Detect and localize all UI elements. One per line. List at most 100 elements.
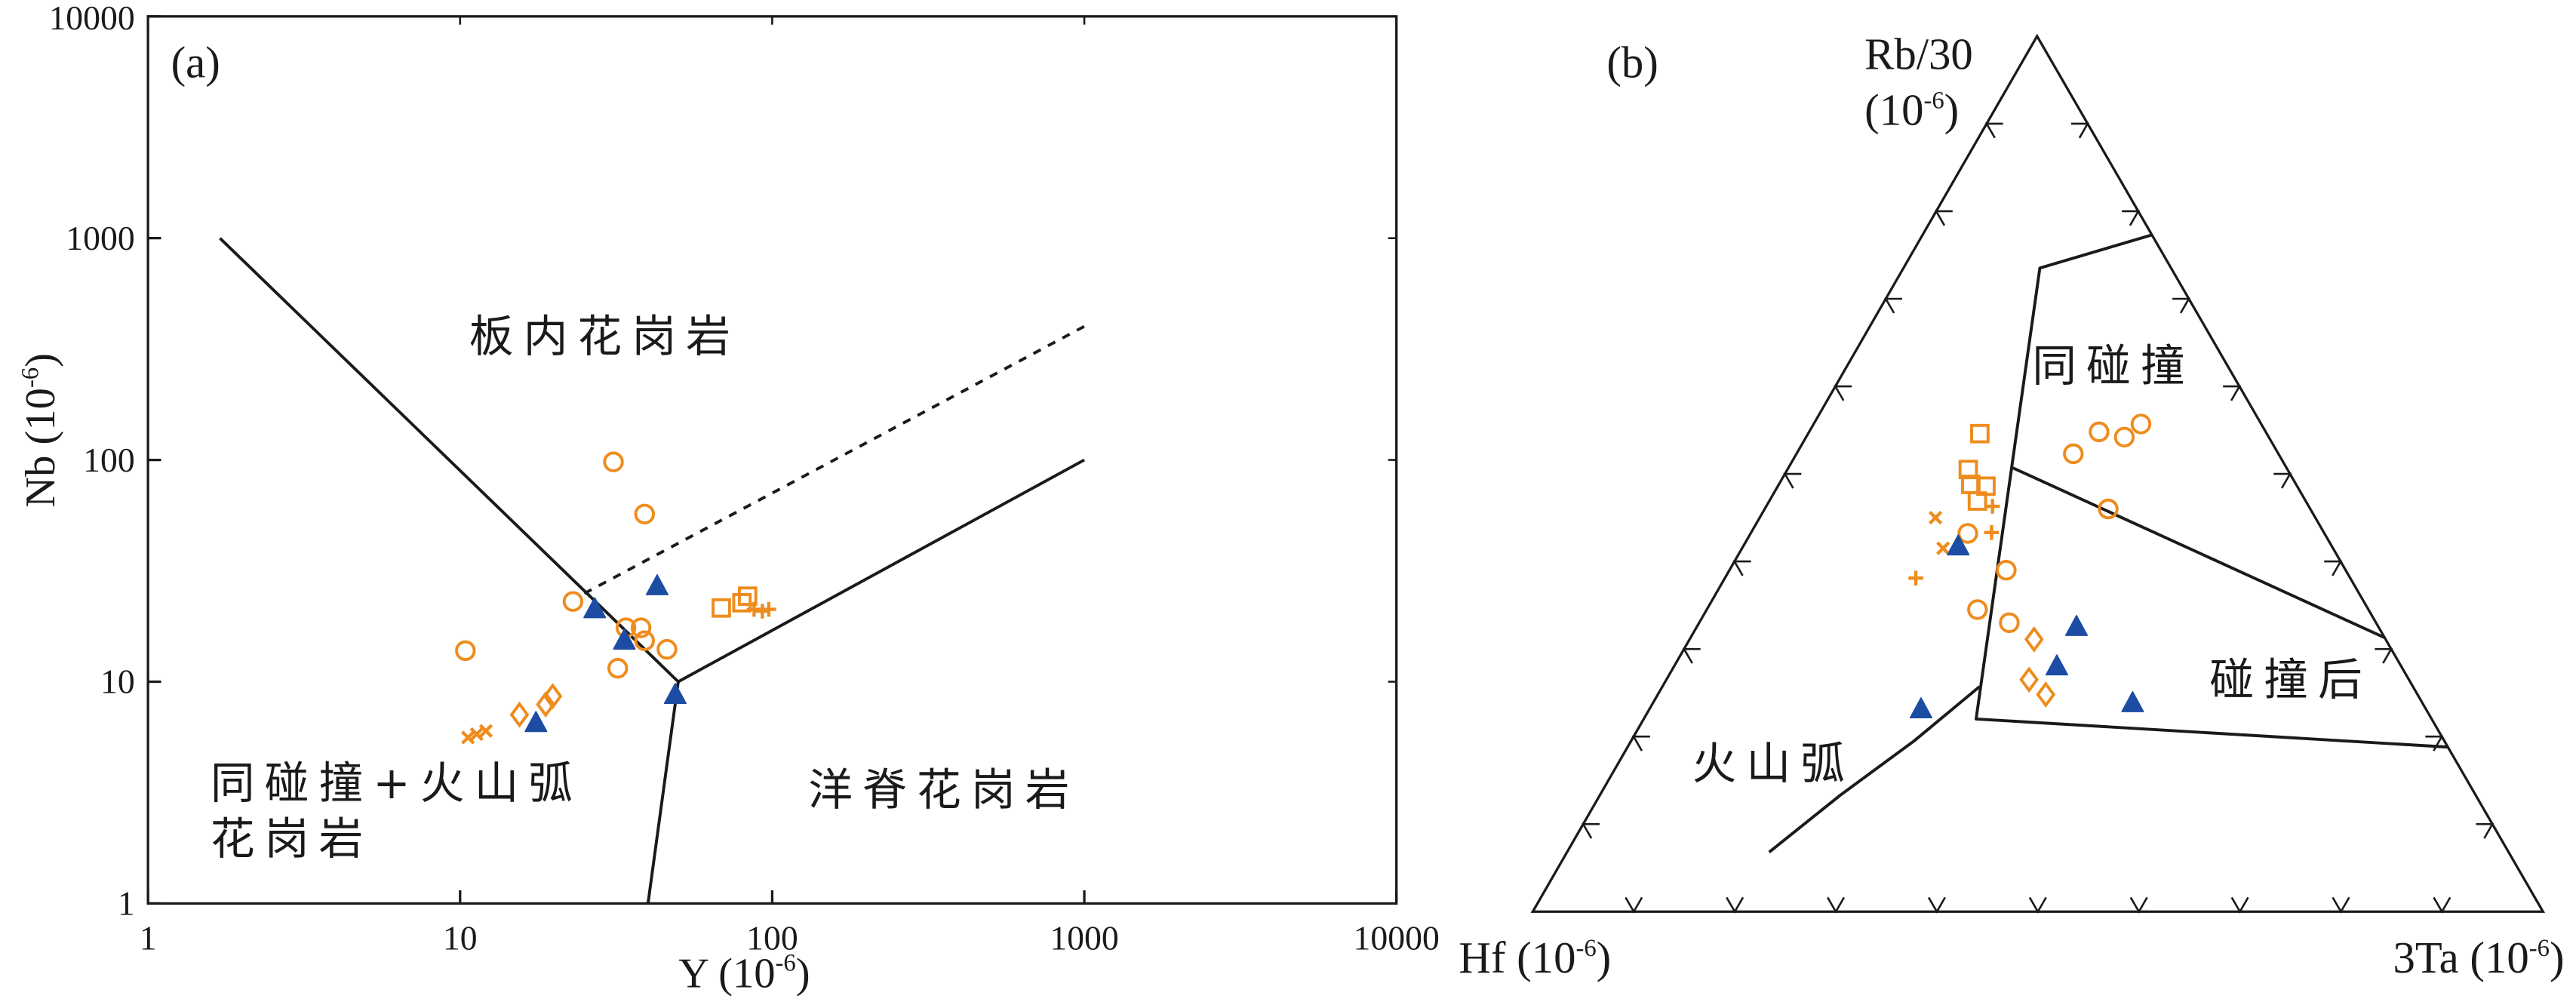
ternary-tick bbox=[1732, 560, 1751, 576]
ternary-field-boundaries bbox=[1768, 233, 2448, 853]
y-tick-label: 10000 bbox=[48, 0, 134, 37]
ternary-tick bbox=[2223, 385, 2242, 401]
data-point-x bbox=[1928, 510, 1943, 525]
ternary-tick bbox=[2273, 472, 2292, 489]
data-point-circle bbox=[634, 503, 655, 525]
apex-top-unit-end: ) bbox=[1944, 85, 1960, 134]
data-point-diamond bbox=[2019, 666, 2040, 693]
apex-right-exponent: -6 bbox=[2529, 935, 2550, 962]
data-point-diamond bbox=[543, 683, 563, 710]
data-point-square bbox=[732, 592, 752, 613]
y-axis-label-exponent: -6 bbox=[17, 367, 44, 388]
panel-b-ternary: (b) Rb/30 (10-6) Hf (10-6) 3Ta (10-6) 同碰… bbox=[1459, 29, 2564, 982]
ternary-triangle-outline bbox=[1530, 33, 2546, 913]
ternary-tick bbox=[1927, 896, 1946, 914]
x-axis-label: Y (10-6) bbox=[678, 950, 810, 997]
data-point-triangle bbox=[2065, 615, 2089, 636]
apex-left-end: ) bbox=[1597, 933, 1612, 982]
apex-label-top: Rb/30 bbox=[1864, 29, 1973, 78]
x-axis-label-end: ) bbox=[796, 950, 810, 997]
ternary-ticks bbox=[1581, 122, 2495, 914]
field-label-within-plate: 板内花岗岩 bbox=[469, 310, 740, 362]
data-point-diamond bbox=[2024, 625, 2044, 653]
data-point-circle bbox=[603, 451, 624, 472]
data-point-triangle bbox=[663, 683, 687, 705]
y-tick-label: 1000 bbox=[66, 219, 134, 257]
data-point-plus bbox=[761, 601, 776, 617]
field-boundary-line-solid bbox=[219, 237, 680, 683]
field-label-syn-collision: 同碰撞 bbox=[2032, 340, 2194, 392]
data-point-circle bbox=[1967, 599, 1988, 620]
data-point-circle bbox=[656, 638, 678, 660]
x-tick-label: 100 bbox=[746, 918, 798, 957]
apex-right-end: ) bbox=[2550, 933, 2565, 982]
ternary-tick bbox=[2375, 647, 2393, 664]
data-point-circle bbox=[1957, 523, 1978, 544]
x-tick-label: 10 bbox=[443, 918, 478, 957]
y-axis-label: Nb (10-6) bbox=[17, 353, 64, 508]
field-label-ocean-ridge: 洋脊花岗岩 bbox=[808, 764, 1079, 816]
ternary-tick bbox=[1682, 647, 1701, 664]
field-boundary-line-solid bbox=[646, 681, 680, 904]
apex-label-top-unit: (10-6) bbox=[1864, 85, 1959, 134]
data-point-circle bbox=[1996, 560, 2017, 581]
ternary-tick bbox=[1984, 122, 2003, 139]
ternary-tick bbox=[1827, 896, 1846, 914]
data-point-circle bbox=[2130, 413, 2152, 435]
ternary-tick bbox=[1883, 297, 1902, 314]
ternary-boundary-line bbox=[2012, 466, 2386, 639]
field-label-post-collision: 碰撞后 bbox=[2209, 653, 2372, 705]
ternary-tick bbox=[2332, 896, 2350, 914]
ternary-tick bbox=[1625, 896, 1643, 914]
data-point-circle bbox=[455, 640, 476, 662]
data-point-x bbox=[469, 727, 484, 742]
ternary-boundary-line bbox=[1975, 233, 2448, 749]
ternary-boundary-line bbox=[1768, 685, 1981, 853]
panel-a-data-points bbox=[455, 451, 776, 745]
ternary-tick bbox=[2028, 896, 2047, 914]
x-tick-label: 1 bbox=[140, 918, 157, 957]
data-point-triangle bbox=[613, 629, 636, 650]
apex-left-exponent: -6 bbox=[1575, 935, 1596, 962]
data-point-x bbox=[461, 730, 475, 745]
apex-left-text: Hf (10 bbox=[1459, 933, 1575, 982]
data-point-circle bbox=[1999, 612, 2020, 634]
ternary-tick bbox=[2230, 896, 2249, 914]
panel-a-label: (a) bbox=[171, 38, 220, 87]
apex-label-left: Hf (10-6) bbox=[1459, 933, 1611, 982]
data-point-triangle bbox=[2045, 654, 2068, 676]
apex-label-right: 3Ta (10-6) bbox=[2393, 933, 2564, 982]
data-point-triangle bbox=[1909, 697, 1932, 718]
ternary-tick bbox=[2425, 735, 2444, 752]
data-point-circle bbox=[2113, 426, 2135, 448]
ternary-data-points bbox=[1908, 413, 2152, 718]
data-point-x bbox=[478, 724, 493, 738]
data-point-triangle bbox=[524, 711, 548, 733]
data-point-plus bbox=[1984, 525, 2000, 540]
panel-a-nb-vs-y: 1 10 100 1000 10000 1 10 100 1000 10000 (a) 板内花岗岩… bbox=[17, 0, 1440, 997]
ternary-tick bbox=[2172, 297, 2191, 314]
ternary-tick bbox=[1631, 735, 1650, 752]
y-tick-label: 1 bbox=[118, 884, 135, 923]
data-point-x bbox=[1936, 541, 1950, 555]
y-axis-label-end: ) bbox=[17, 353, 64, 367]
panel-b-label: (b) bbox=[1606, 38, 1658, 87]
data-point-triangle bbox=[1947, 534, 1970, 556]
field-boundary-line-solid bbox=[677, 458, 1085, 684]
x-axis-label-text: Y (10 bbox=[678, 950, 775, 997]
ternary-tick bbox=[2129, 896, 2148, 914]
data-point-circle bbox=[562, 591, 584, 612]
data-point-square bbox=[1967, 491, 1987, 511]
y-axis-label-text: Nb (10 bbox=[17, 388, 64, 508]
ternary-tick bbox=[1934, 210, 1953, 226]
data-point-circle bbox=[634, 630, 655, 651]
data-point-square bbox=[1970, 423, 1990, 444]
data-point-diamond bbox=[509, 701, 530, 728]
data-point-circle bbox=[2063, 443, 2084, 465]
x-tick-label: 1000 bbox=[1050, 918, 1118, 957]
data-point-circle bbox=[2089, 421, 2110, 443]
ternary-tick bbox=[1783, 472, 1802, 489]
field-boundary-line-dashed bbox=[583, 324, 1085, 595]
data-point-square bbox=[1958, 460, 1978, 480]
